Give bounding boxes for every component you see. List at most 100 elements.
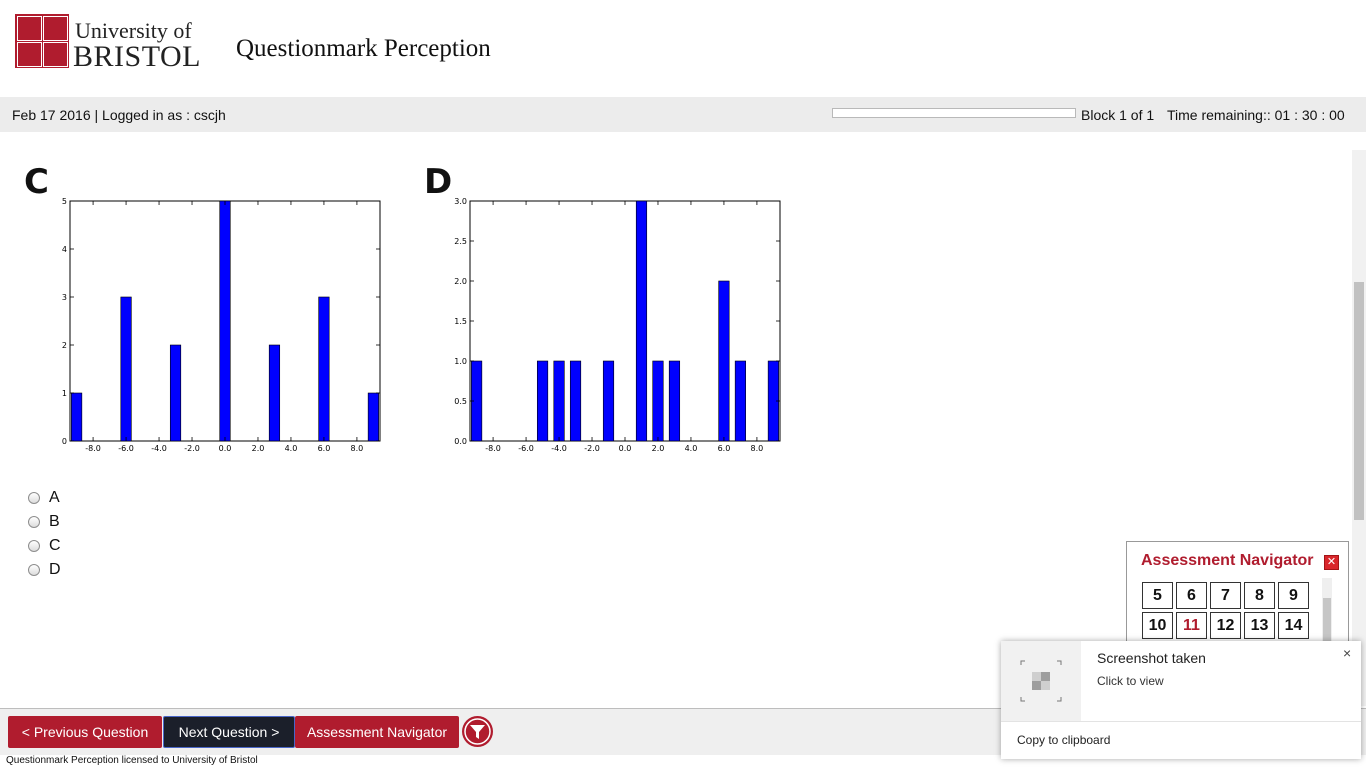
next-question-button[interactable]: Next Question > <box>163 716 295 748</box>
bar-D-2 <box>553 360 565 442</box>
x-tick-label: 0.0 <box>219 444 232 453</box>
crest-icon <box>15 14 69 68</box>
radio-button[interactable] <box>28 564 40 576</box>
answer-options: A B C D <box>28 486 61 582</box>
chart-label: D <box>424 162 453 202</box>
question-grid: 5 6 7 8 9 10 11 12 13 14 <box>1142 582 1309 639</box>
question-link[interactable]: 10 <box>1142 612 1173 639</box>
bar-D-5 <box>635 200 648 442</box>
question-link-current[interactable]: 11 <box>1176 612 1207 639</box>
bar-C-4 <box>268 344 281 442</box>
screenshot-icon <box>1001 641 1081 721</box>
bar-D-1 <box>536 360 549 442</box>
question-link[interactable]: 14 <box>1278 612 1309 639</box>
navigator-title: Assessment Navigator <box>1141 552 1314 569</box>
assessment-navigator-button[interactable]: Assessment Navigator <box>295 716 459 748</box>
bar-C-1 <box>120 296 132 442</box>
plot-frame <box>469 200 781 442</box>
x-tick-label: -8.0 <box>85 444 101 453</box>
bar-C-2 <box>169 344 182 442</box>
previous-question-button[interactable]: < Previous Question <box>8 716 162 748</box>
y-tick-label: 0.5 <box>454 397 467 406</box>
option-a[interactable]: A <box>28 486 61 510</box>
question-link[interactable]: 5 <box>1142 582 1173 609</box>
license-text: Questionmark Perception licensed to Univ… <box>6 755 258 766</box>
app-title: Questionmark Perception <box>236 35 491 62</box>
header: University of BRISTOL Questionmark Perce… <box>0 0 1366 97</box>
bar-D-6 <box>652 360 664 442</box>
x-tick-label: 0.0 <box>619 444 632 453</box>
radio-button[interactable] <box>28 516 40 528</box>
option-b[interactable]: B <box>28 510 61 534</box>
x-tick-label: -4.0 <box>551 444 567 453</box>
logo-text-line2: BRISTOL <box>73 40 201 73</box>
page-scrollbar[interactable] <box>1352 150 1366 706</box>
bar-C-3 <box>219 200 231 442</box>
question-link[interactable]: 12 <box>1210 612 1241 639</box>
histogram-chart-c: 0 1 2 3 4 5 -8.0 -6.0 -4.0 -2.0 0.0 2.0 4.0 6.0 8.0 <box>62 197 381 453</box>
question-link[interactable]: 13 <box>1244 612 1275 639</box>
time-remaining: Time remaining:: 01 : 30 : 00 <box>1167 107 1345 123</box>
scrollbar-thumb[interactable] <box>1354 282 1364 520</box>
assessment-navigator-panel: Assessment Navigator ✕ 5 6 7 8 9 10 11 1… <box>1126 541 1349 643</box>
chart-panel-d: D 0.0 0.5 1.0 1.5 2.0 2.5 3.0 -8.0 -6.0 -4.0 -2.0 0… <box>424 150 794 460</box>
radio-button[interactable] <box>28 540 40 552</box>
x-tick-label: 2.0 <box>252 444 265 453</box>
y-tick-label: 4 <box>62 245 67 254</box>
info-bar: Feb 17 2016 | Logged in as : cscjh Block… <box>0 97 1366 132</box>
radio-button[interactable] <box>28 492 40 504</box>
question-content: C 0 1 2 3 4 5 -8.0 -6.0 -4.0 -2.0 0.0 2.0 4.0 6.0 8.0 … <box>0 150 1352 706</box>
notification-title: Screenshot taken <box>1097 650 1206 666</box>
navigator-scrollbar-thumb[interactable] <box>1323 598 1331 642</box>
option-label: A <box>49 489 60 506</box>
bar-C-5 <box>318 296 330 442</box>
x-tick-label: -6.0 <box>118 444 134 453</box>
notification-divider <box>1001 721 1361 722</box>
notification-subtitle[interactable]: Click to view <box>1097 674 1164 688</box>
option-label: D <box>49 561 61 578</box>
x-tick-label: 4.0 <box>685 444 698 453</box>
bar-D-9 <box>734 360 746 442</box>
session-status: Feb 17 2016 | Logged in as : cscjh <box>12 107 226 123</box>
question-link[interactable]: 7 <box>1210 582 1241 609</box>
y-tick-label: 3.0 <box>454 197 467 206</box>
close-icon[interactable]: ✕ <box>1324 555 1339 570</box>
bar-D-7 <box>668 360 681 442</box>
y-tick-label: 2.0 <box>454 277 467 286</box>
bar-D-3 <box>569 360 582 442</box>
option-d[interactable]: D <box>28 558 61 582</box>
y-tick-label: 2.5 <box>454 237 467 246</box>
chart-label: C <box>24 162 49 202</box>
copy-to-clipboard-button[interactable]: Copy to clipboard <box>1017 733 1111 747</box>
x-tick-label: 4.0 <box>285 444 298 453</box>
x-tick-label: -4.0 <box>151 444 167 453</box>
y-tick-label: 5 <box>62 197 67 206</box>
histogram-chart-d: 0.0 0.5 1.0 1.5 2.0 2.5 3.0 -8.0 -6.0 -4.0 -2.0 0.0… <box>454 197 781 453</box>
y-tick-label: 3 <box>62 293 67 302</box>
option-c[interactable]: C <box>28 534 61 558</box>
question-link[interactable]: 9 <box>1278 582 1309 609</box>
footer-toolbar: < Previous Question Next Question > Asse… <box>0 708 1366 755</box>
y-tick-label: 1 <box>62 389 67 398</box>
screenshot-notification[interactable]: Screenshot taken Click to view × Copy to… <box>1001 641 1361 759</box>
chart-panel-c: C 0 1 2 3 4 5 -8.0 -6.0 -4.0 -2.0 0.0 2.0 4.0 6.0 8.0 <box>24 150 394 460</box>
question-link[interactable]: 8 <box>1244 582 1275 609</box>
y-tick-label: 1.0 <box>454 357 467 366</box>
option-label: C <box>49 537 61 554</box>
x-tick-label: 2.0 <box>652 444 665 453</box>
question-link[interactable]: 6 <box>1176 582 1207 609</box>
progress-bar <box>832 108 1076 118</box>
x-tick-label: -6.0 <box>518 444 534 453</box>
y-tick-label: 2 <box>62 341 67 350</box>
y-tick-label: 1.5 <box>454 317 467 326</box>
option-label: B <box>49 513 60 530</box>
bar-D-4 <box>602 360 615 442</box>
flag-icon[interactable] <box>462 716 493 747</box>
x-tick-label: -2.0 <box>184 444 200 453</box>
navigator-scrollbar[interactable] <box>1322 578 1332 642</box>
close-icon[interactable]: × <box>1343 645 1352 661</box>
bar-D-8 <box>718 280 730 442</box>
y-tick-label: 0 <box>62 437 67 446</box>
y-tick-label: 0.0 <box>454 437 467 446</box>
bar-C-6 <box>367 392 379 442</box>
